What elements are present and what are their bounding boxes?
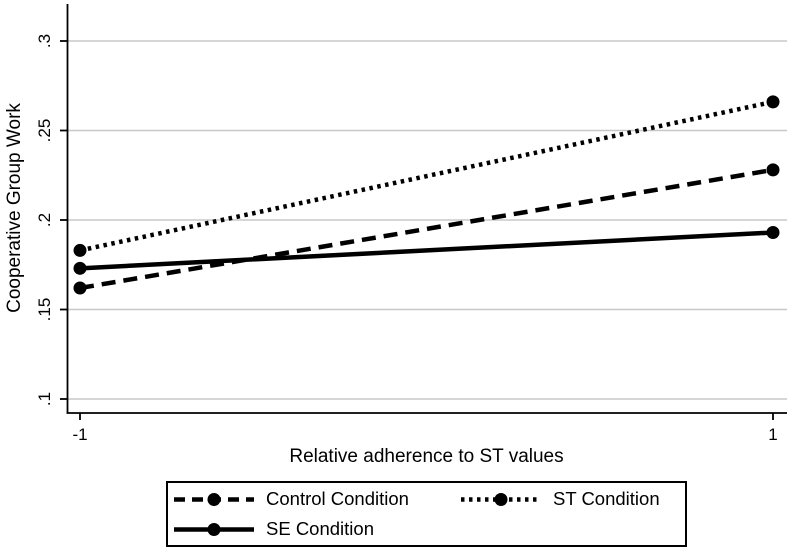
series-line-se-condition <box>79 230 774 271</box>
y-axis-title: Cooperative Group Work <box>4 103 25 313</box>
legend-sample-dashed-line <box>174 492 254 506</box>
data-point-marker-se-condition <box>73 261 87 275</box>
data-point-marker-control-condition <box>73 281 87 295</box>
y-tick-label: .15 <box>35 298 54 322</box>
y-tick-label: .3 <box>35 34 54 48</box>
legend-sample-marker <box>207 522 221 536</box>
series-line-control-condition <box>79 167 774 291</box>
legend-item-control-condition: Control Condition <box>174 485 461 513</box>
legend-label-se-condition: SE Condition <box>266 518 374 539</box>
x-axis-title: Relative adherence to ST values <box>289 446 563 467</box>
y-tick-label: .2 <box>35 213 54 227</box>
legend-sample-marker <box>207 492 221 506</box>
x-tick-label: -1 <box>72 425 87 444</box>
y-tick-label: .1 <box>35 392 54 406</box>
series-line-st-condition <box>79 99 774 253</box>
legend-sample-marker <box>494 492 508 506</box>
legend-item-st-condition: ST Condition <box>461 485 685 513</box>
data-point-marker-control-condition <box>766 163 780 177</box>
legend-label-control-condition: Control Condition <box>266 488 409 509</box>
x-tick-label: 1 <box>768 425 777 444</box>
legend-label-st-condition: ST Condition <box>553 488 660 509</box>
legend-sample-dotted-line <box>461 492 541 506</box>
data-point-marker-st-condition <box>73 243 87 257</box>
data-point-marker-st-condition <box>766 95 780 109</box>
data-point-marker-se-condition <box>766 226 780 240</box>
legend: Control Condition ST Condition SE Condit… <box>166 481 687 547</box>
legend-sample-solid-line <box>174 522 254 536</box>
legend-item-se-condition: SE Condition <box>174 515 461 543</box>
y-tick-label: .25 <box>35 119 54 143</box>
